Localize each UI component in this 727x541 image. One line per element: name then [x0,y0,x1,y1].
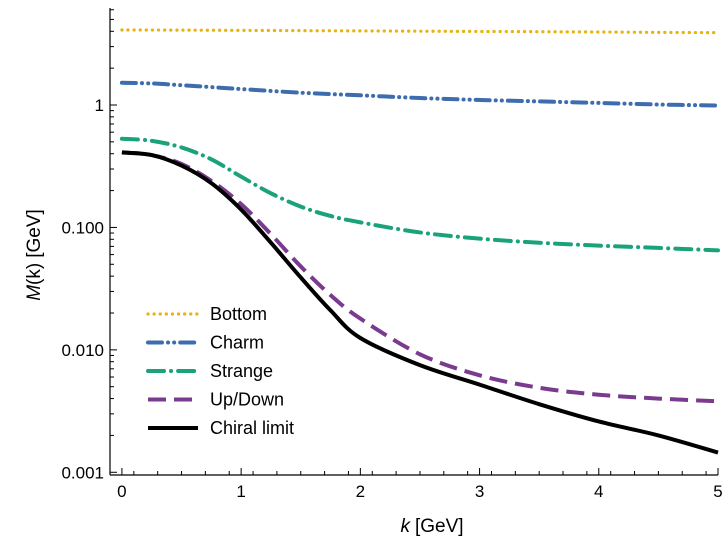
legend-label-chiral-limit: Chiral limit [210,418,294,438]
y-axis-function: M [24,285,45,301]
series-line-bottom [120,28,720,35]
series-line-strange [119,136,720,253]
series-line-charm [119,80,720,108]
y-axis-title: M(k) [GeV] [24,209,45,301]
x-tick-label-2: 2 [356,482,365,501]
y-tick-label-2: 0.100 [61,218,104,237]
x-tick-label-4: 4 [594,482,603,501]
series-group [119,28,720,455]
x-tick-label-0: 0 [117,482,126,501]
x-axis-title: k [GeV] [400,516,463,537]
ticks: 0 1 2 3 4 5 0.001 0.010 0.100 1 [61,9,723,501]
legend-label-bottom: Bottom [210,304,267,324]
y-tick-label-3: 1 [95,96,104,115]
x-tick-label-3: 3 [475,482,484,501]
legend: Bottom Charm Strange Up/Down Chiral limit [146,304,294,438]
y-tick-label-1: 0.010 [61,341,104,360]
x-tick-label-5: 5 [713,482,722,501]
legend-label-strange: Strange [210,361,273,381]
series-line-chiral-limit [121,150,719,455]
y-tick-label-0: 0.001 [61,463,104,482]
legend-label-up-down: Up/Down [210,390,284,410]
legend-label-charm: Charm [210,333,264,353]
y-axis-unit: [GeV] [24,209,45,258]
x-tick-label-1: 1 [236,482,245,501]
y-axis-argument: (k) [24,263,45,285]
series-line-up-down [121,150,719,404]
axes [109,8,718,476]
x-axis-variable: k [400,516,411,537]
x-axis-unit: [GeV] [415,516,464,537]
